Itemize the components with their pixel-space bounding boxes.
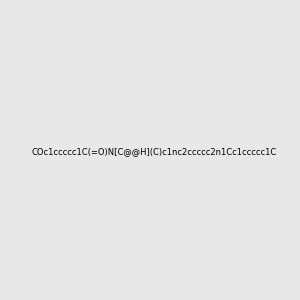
- Text: COc1ccccc1C(=O)N[C@@H](C)c1nc2ccccc2n1Cc1ccccc1C: COc1ccccc1C(=O)N[C@@H](C)c1nc2ccccc2n1Cc…: [31, 147, 276, 156]
